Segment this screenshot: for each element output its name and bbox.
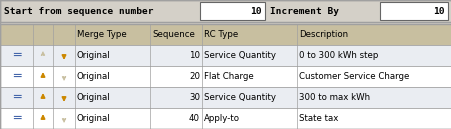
Text: Apply-to: Apply-to [203,114,239,123]
Text: ═: ═ [13,91,20,104]
Text: ═: ═ [13,70,20,83]
Text: Description: Description [299,30,347,39]
Bar [0,0,451,22]
Text: Original: Original [77,72,110,81]
Text: Service Quantity: Service Quantity [203,51,276,60]
Text: Customer Service Charge: Customer Service Charge [299,72,409,81]
Bar [379,2,447,20]
Text: Increment By: Increment By [269,6,338,15]
Text: 300 to max kWh: 300 to max kWh [299,93,369,102]
Text: RC Type: RC Type [203,30,238,39]
Bar [0,24,451,129]
Text: Sequence: Sequence [152,30,194,39]
Text: 0 to 300 kWh step: 0 to 300 kWh step [299,51,377,60]
Bar [0,66,451,87]
Text: ═: ═ [13,112,20,125]
Text: 30: 30 [189,93,199,102]
Text: Start from sequence number: Start from sequence number [4,6,153,15]
Bar [0,87,451,108]
Bar [199,2,264,20]
Bar [0,0,451,22]
Bar [0,108,451,129]
Text: State tax: State tax [299,114,338,123]
Bar [0,45,451,66]
Text: Flat Charge: Flat Charge [203,72,253,81]
Text: Original: Original [77,114,110,123]
Text: 20: 20 [189,72,199,81]
Bar [0,24,451,45]
Text: 40: 40 [189,114,199,123]
Text: ═: ═ [13,49,20,62]
Text: 10: 10 [189,51,199,60]
Text: Original: Original [77,51,110,60]
Text: 10: 10 [250,6,262,15]
Text: Merge Type: Merge Type [77,30,126,39]
Text: Original: Original [77,93,110,102]
Text: Service Quantity: Service Quantity [203,93,276,102]
Text: 10: 10 [433,6,444,15]
